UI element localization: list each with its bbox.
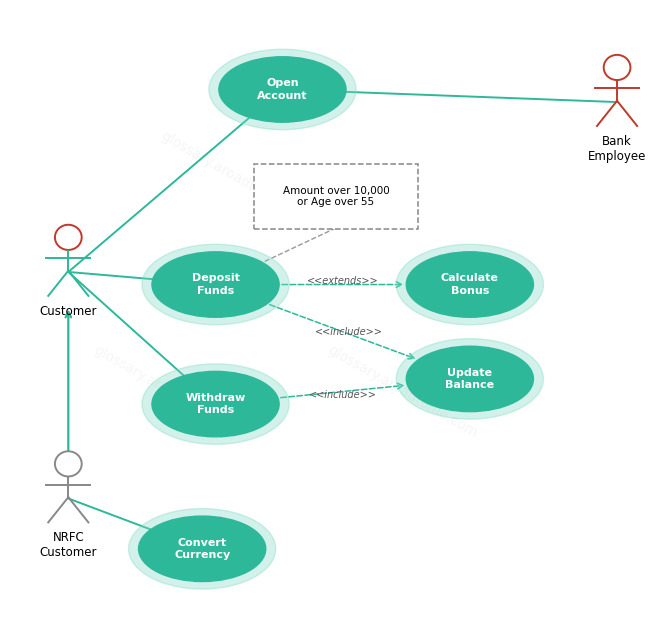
Text: glossary.aroadtome.com: glossary.aroadtome.com	[158, 129, 313, 226]
Text: Update
Balance: Update Balance	[446, 368, 495, 390]
Text: glossary.aroadtome.com: glossary.aroadtome.com	[91, 343, 246, 441]
Text: Bank
Employee: Bank Employee	[588, 135, 646, 163]
Ellipse shape	[396, 245, 544, 325]
Text: Convert
Currency: Convert Currency	[174, 538, 230, 560]
Ellipse shape	[407, 346, 534, 411]
Text: Customer: Customer	[40, 305, 97, 318]
Ellipse shape	[152, 252, 279, 317]
FancyBboxPatch shape	[255, 164, 417, 229]
Ellipse shape	[407, 252, 534, 317]
Text: NRFC
Customer: NRFC Customer	[40, 531, 97, 559]
Ellipse shape	[138, 516, 265, 581]
Ellipse shape	[209, 49, 356, 130]
Ellipse shape	[142, 245, 289, 325]
Text: <<extends>>: <<extends>>	[307, 276, 378, 286]
Circle shape	[55, 225, 82, 250]
Circle shape	[55, 451, 82, 477]
Text: Calculate
Bonus: Calculate Bonus	[441, 273, 499, 296]
Ellipse shape	[219, 57, 346, 122]
Ellipse shape	[396, 339, 544, 419]
Text: <<include>>: <<include>>	[315, 327, 383, 337]
Ellipse shape	[128, 509, 276, 589]
Circle shape	[603, 55, 630, 80]
Text: glossary.aroadtome.com: glossary.aroadtome.com	[325, 343, 480, 441]
Text: Withdraw
Funds: Withdraw Funds	[185, 393, 246, 415]
Text: Open
Account: Open Account	[257, 78, 308, 100]
Text: Amount over 10,000
or Age over 55: Amount over 10,000 or Age over 55	[283, 186, 389, 207]
Ellipse shape	[152, 372, 279, 437]
Text: Deposit
Funds: Deposit Funds	[192, 273, 239, 296]
Text: <<include>>: <<include>>	[308, 390, 376, 399]
Ellipse shape	[142, 364, 289, 444]
